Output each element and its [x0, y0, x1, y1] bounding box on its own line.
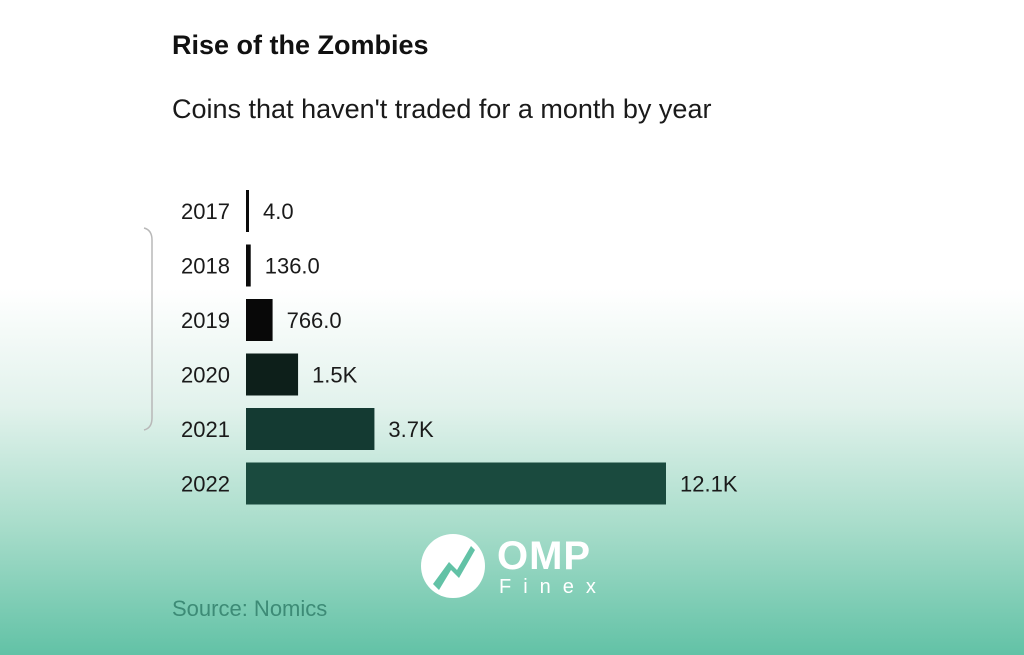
chart-title: Rise of the Zombies — [172, 30, 429, 60]
watermark-name: OMP — [497, 534, 592, 578]
watermark-sub: Finex — [499, 576, 608, 598]
bar-2022 — [246, 462, 666, 505]
value-label-2018: 136.0 — [265, 254, 320, 279]
watermark-logo: OMP Finex — [419, 532, 619, 604]
tick-label-2022: 2022 — [181, 472, 230, 497]
tick-label-2017: 2017 — [181, 199, 230, 224]
value-label-2020: 1.5K — [312, 363, 358, 388]
source-note: Source: Nomics — [172, 596, 328, 621]
tick-label-2020: 2020 — [181, 363, 230, 388]
bar-2020 — [246, 353, 299, 396]
value-label-2019: 766.0 — [287, 308, 342, 333]
value-label-2022: 12.1K — [680, 472, 738, 497]
bar-2018 — [246, 244, 251, 287]
tick-label-2019: 2019 — [181, 308, 230, 333]
tick-label-2021: 2021 — [181, 417, 230, 442]
bar-2017 — [246, 190, 249, 232]
value-label-2017: 4.0 — [263, 199, 294, 224]
tick-label-2018: 2018 — [181, 254, 230, 279]
omp-logo-icon — [421, 534, 485, 598]
bracket-decoration — [143, 227, 153, 431]
value-label-2021: 3.7K — [388, 417, 434, 442]
bar-2019 — [246, 299, 273, 341]
chart-subtitle: Coins that haven't traded for a month by… — [172, 94, 712, 124]
bar-2021 — [246, 408, 375, 450]
